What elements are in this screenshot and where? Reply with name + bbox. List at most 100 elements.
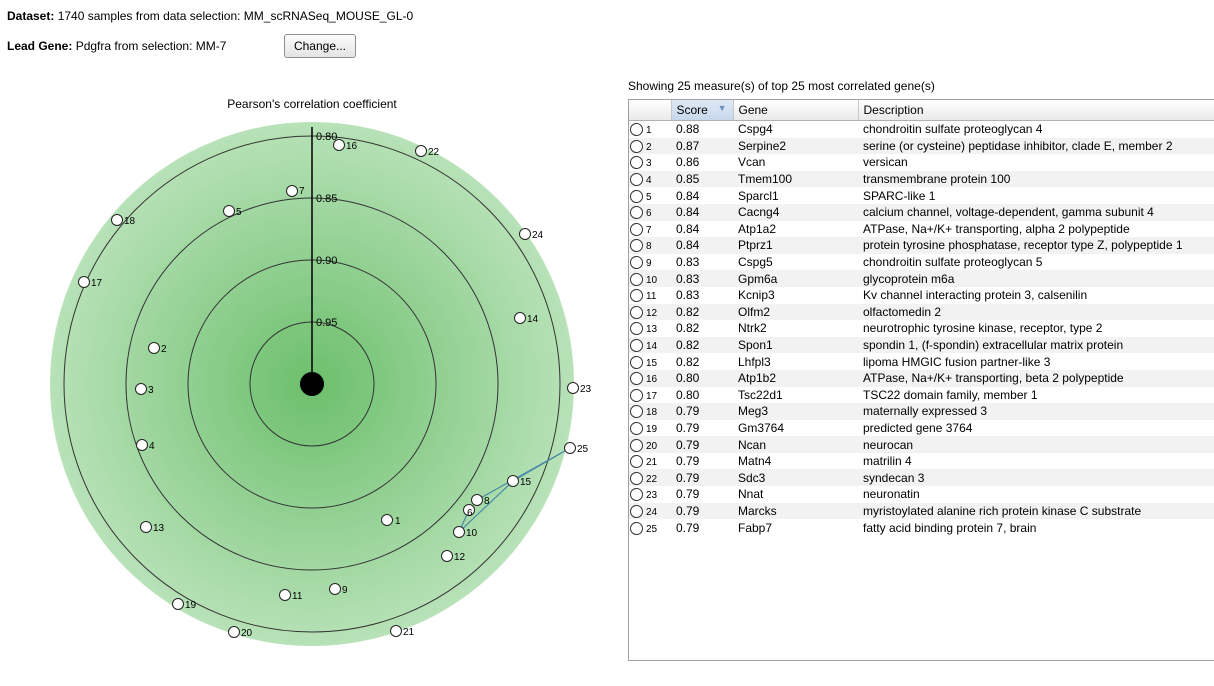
row-select-cell[interactable]: 25 bbox=[629, 519, 671, 536]
radar-gene-point[interactable] bbox=[228, 626, 240, 638]
row-radio-button[interactable] bbox=[630, 305, 643, 319]
table-row[interactable]: 17 0.80 Tsc22d1 TSC22 domain family, member… bbox=[629, 387, 1214, 404]
radar-gene-point[interactable] bbox=[441, 550, 453, 562]
table-row[interactable]: 4 0.85 Tmem100 transmembrane protein 100 bbox=[629, 170, 1214, 188]
row-radio-button[interactable] bbox=[630, 471, 643, 485]
table-row[interactable]: 18 0.79 Meg3 maternally expressed 3 bbox=[629, 403, 1214, 420]
radar-gene-point[interactable] bbox=[507, 475, 519, 487]
radar-gene-point[interactable] bbox=[453, 526, 465, 538]
row-radio-button[interactable] bbox=[630, 504, 643, 518]
row-select-cell[interactable]: 12 bbox=[629, 303, 671, 321]
radar-gene-point[interactable] bbox=[564, 442, 576, 454]
gene-column-header[interactable]: Gene bbox=[733, 100, 859, 121]
table-row[interactable]: 15 0.82 Lhfpl3 lipoma HMGIC fusion partner-… bbox=[629, 353, 1214, 370]
table-row[interactable]: 21 0.79 Matn4 matrilin 4 bbox=[629, 453, 1214, 470]
row-radio-button[interactable] bbox=[630, 272, 643, 286]
radar-gene-point[interactable] bbox=[415, 145, 427, 157]
row-select-cell[interactable]: 7 bbox=[629, 221, 671, 238]
row-select-cell[interactable]: 2 bbox=[629, 137, 671, 155]
row-select-cell[interactable]: 10 bbox=[629, 270, 671, 287]
row-radio-button[interactable] bbox=[630, 372, 643, 386]
row-select-cell[interactable]: 11 bbox=[629, 287, 671, 304]
radar-gene-point[interactable] bbox=[111, 214, 123, 226]
table-row[interactable]: 23 0.79 Nnat neuronatin bbox=[629, 486, 1214, 503]
table-row[interactable]: 11 0.83 Kcnip3 Kv channel interacting prote… bbox=[629, 287, 1214, 304]
table-row[interactable]: 19 0.79 Gm3764 predicted gene 3764 bbox=[629, 420, 1214, 437]
radar-gene-point[interactable] bbox=[78, 276, 90, 288]
row-select-cell[interactable]: 1 bbox=[629, 121, 671, 138]
radar-gene-point[interactable] bbox=[140, 521, 152, 533]
table-row[interactable]: 13 0.82 Ntrk2 neurotrophic tyrosine kinase,… bbox=[629, 320, 1214, 337]
row-radio-button[interactable] bbox=[630, 173, 643, 187]
row-select-cell[interactable]: 18 bbox=[629, 403, 671, 420]
row-select-cell[interactable]: 24 bbox=[629, 502, 671, 520]
row-radio-button[interactable] bbox=[630, 521, 643, 535]
row-radio-button[interactable] bbox=[630, 139, 643, 153]
score-column-header[interactable]: Score ▼ bbox=[671, 100, 734, 121]
radar-gene-point[interactable] bbox=[514, 312, 526, 324]
row-radio-button[interactable] bbox=[630, 355, 643, 369]
row-select-cell[interactable]: 5 bbox=[629, 187, 671, 204]
row-radio-button[interactable] bbox=[630, 189, 643, 203]
row-select-cell[interactable]: 21 bbox=[629, 453, 671, 470]
row-select-cell[interactable]: 15 bbox=[629, 353, 671, 370]
row-select-cell[interactable]: 17 bbox=[629, 387, 671, 404]
radar-gene-point[interactable] bbox=[567, 382, 579, 394]
row-select-cell[interactable]: 9 bbox=[629, 254, 671, 271]
row-select-cell[interactable]: 13 bbox=[629, 320, 671, 337]
radar-gene-point[interactable] bbox=[135, 383, 147, 395]
row-radio-button[interactable] bbox=[630, 405, 643, 419]
radar-gene-point[interactable] bbox=[519, 228, 531, 240]
table-row[interactable]: 12 0.82 Olfm2 olfactomedin 2 bbox=[629, 303, 1214, 321]
row-select-cell[interactable]: 20 bbox=[629, 436, 671, 453]
row-select-cell[interactable]: 22 bbox=[629, 469, 671, 487]
table-row[interactable]: 7 0.84 Atp1a2 ATPase, Na+/K+ transporting, … bbox=[629, 221, 1214, 238]
table-row[interactable]: 16 0.80 Atp1b2 ATPase, Na+/K+ transporting,… bbox=[629, 369, 1214, 387]
table-row[interactable]: 25 0.79 Fabp7 fatty acid binding protein 7,… bbox=[629, 519, 1214, 536]
table-row[interactable]: 22 0.79 Sdc3 syndecan 3 bbox=[629, 469, 1214, 487]
row-radio-button[interactable] bbox=[630, 256, 643, 270]
row-radio-button[interactable] bbox=[630, 339, 643, 353]
radar-gene-point[interactable] bbox=[381, 514, 393, 526]
row-radio-button[interactable] bbox=[630, 388, 643, 402]
table-row[interactable]: 5 0.84 Sparcl1 SPARC-like 1 bbox=[629, 187, 1214, 204]
radar-gene-point[interactable] bbox=[390, 625, 402, 637]
table-row[interactable]: 1 0.88 Cspg4 chondroitin sulfate proteoglyc… bbox=[629, 121, 1214, 138]
radar-gene-point[interactable] bbox=[333, 139, 345, 151]
row-radio-button[interactable] bbox=[630, 438, 643, 452]
table-row[interactable]: 9 0.83 Cspg5 chondroitin sulfate proteoglyc… bbox=[629, 254, 1214, 271]
change-lead-gene-button[interactable]: Change... bbox=[284, 34, 356, 58]
table-row[interactable]: 10 0.83 Gpm6a glycoprotein m6a bbox=[629, 270, 1214, 287]
table-row[interactable]: 14 0.82 Spon1 spondin 1, (f-spondin) extrac… bbox=[629, 336, 1214, 354]
table-row[interactable]: 24 0.79 Marcks myristoylated alanine rich p… bbox=[629, 502, 1214, 520]
row-select-cell[interactable]: 6 bbox=[629, 203, 671, 221]
table-row[interactable]: 6 0.84 Cacng4 calcium channel, voltage-depe… bbox=[629, 203, 1214, 221]
table-row[interactable]: 20 0.79 Ncan neurocan bbox=[629, 436, 1214, 453]
row-select-cell[interactable]: 14 bbox=[629, 336, 671, 354]
radar-gene-point[interactable] bbox=[279, 589, 291, 601]
table-row[interactable]: 8 0.84 Ptprz1 protein tyrosine phosphatase,… bbox=[629, 237, 1214, 254]
row-radio-button[interactable] bbox=[630, 206, 643, 220]
table-row[interactable]: 3 0.86 Vcan versican bbox=[629, 154, 1214, 171]
radar-gene-point[interactable] bbox=[463, 504, 475, 516]
radar-gene-point[interactable] bbox=[329, 583, 341, 595]
radar-gene-point[interactable] bbox=[223, 205, 235, 217]
row-radio-button[interactable] bbox=[630, 322, 643, 336]
row-select-cell[interactable]: 8 bbox=[629, 237, 671, 254]
row-radio-button[interactable] bbox=[630, 222, 643, 236]
row-radio-button[interactable] bbox=[630, 239, 643, 253]
radar-gene-point[interactable] bbox=[136, 439, 148, 451]
row-radio-button[interactable] bbox=[630, 455, 643, 469]
radar-gene-point[interactable] bbox=[172, 598, 184, 610]
row-select-cell[interactable]: 4 bbox=[629, 170, 671, 188]
radar-gene-point[interactable] bbox=[286, 185, 298, 197]
row-radio-button[interactable] bbox=[630, 421, 643, 435]
radar-gene-point[interactable] bbox=[471, 494, 483, 506]
table-row[interactable]: 2 0.87 Serpine2 serine (or cysteine) peptid… bbox=[629, 137, 1214, 155]
row-select-cell[interactable]: 23 bbox=[629, 486, 671, 503]
row-select-cell[interactable]: 3 bbox=[629, 154, 671, 171]
row-radio-button[interactable] bbox=[630, 289, 643, 303]
row-select-cell[interactable]: 16 bbox=[629, 369, 671, 387]
row-radio-button[interactable] bbox=[630, 156, 643, 170]
select-column-header[interactable] bbox=[629, 100, 672, 121]
